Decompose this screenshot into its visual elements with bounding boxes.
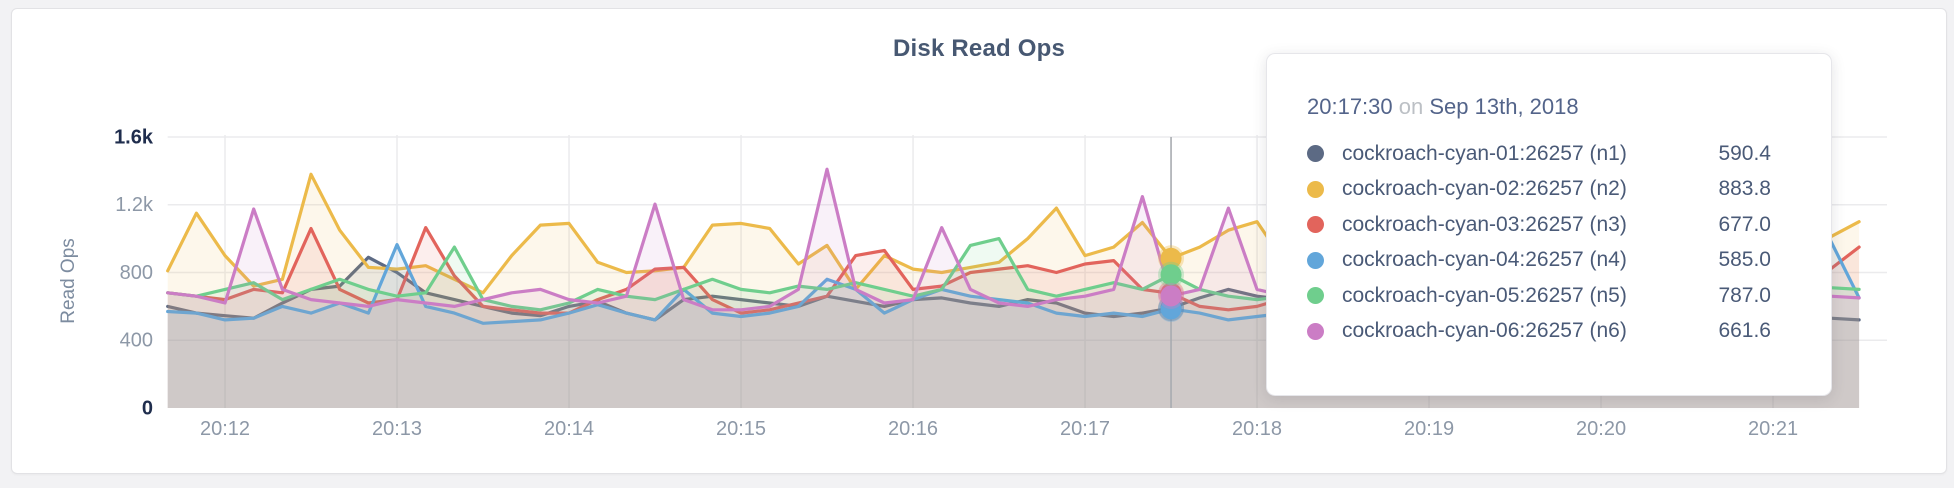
series-color-dot [1307, 180, 1324, 198]
series-color-dot [1307, 251, 1324, 269]
tooltip-row: cockroach-cyan-01:26257 (n1) 590.4 [1307, 136, 1771, 172]
x-tick-label: 20:18 [1232, 418, 1282, 440]
tooltip-row: cockroach-cyan-02:26257 (n2) 883.8 [1307, 172, 1771, 208]
series-name: cockroach-cyan-02:26257 (n2) [1342, 177, 1627, 201]
series-name: cockroach-cyan-06:26257 (n6) [1342, 319, 1627, 343]
tooltip-time: 20:17:30 [1307, 94, 1393, 119]
x-tick-label: 20:19 [1404, 418, 1454, 440]
x-tick-label: 20:17 [1060, 418, 1110, 440]
tooltip-rows: cockroach-cyan-01:26257 (n1) 590.4 cockroa… [1307, 136, 1771, 349]
tooltip-date: Sep 13th, 2018 [1429, 94, 1579, 119]
series-color-dot [1307, 287, 1324, 305]
series-name: cockroach-cyan-03:26257 (n3) [1342, 212, 1627, 236]
series-name: cockroach-cyan-01:26257 (n1) [1342, 141, 1627, 165]
series-color-dot [1307, 322, 1324, 340]
series-name: cockroach-cyan-05:26257 (n5) [1342, 283, 1627, 307]
y-tick-label: 400 [120, 330, 153, 352]
series-name: cockroach-cyan-04:26257 (n4) [1342, 248, 1627, 272]
x-tick-label: 20:14 [544, 418, 594, 440]
tooltip-row: cockroach-cyan-05:26257 (n5) 787.0 [1307, 278, 1771, 314]
x-tick-label: 20:16 [888, 418, 938, 440]
series-color-dot [1307, 216, 1324, 234]
series-value: 585.0 [1718, 248, 1771, 272]
tooltip-conjunction: on [1398, 94, 1424, 119]
x-tick-label: 20:13 [372, 418, 422, 440]
hover-dot [1158, 282, 1185, 309]
x-tick-label: 20:15 [716, 418, 766, 440]
series-color-dot [1307, 145, 1324, 163]
y-tick-label: 800 [120, 262, 153, 284]
y-tick-label: 1.6k [114, 126, 154, 148]
tooltip-row: cockroach-cyan-03:26257 (n3) 677.0 [1307, 207, 1771, 243]
series-value: 661.6 [1718, 319, 1771, 343]
y-tick-label: 1.2k [115, 194, 154, 216]
hover-tooltip: 20:17:30 on Sep 13th, 2018 cockroach-cya… [1266, 53, 1832, 396]
tooltip-row: cockroach-cyan-06:26257 (n6) 661.6 [1307, 314, 1771, 350]
chart-title: Disk Read Ops [893, 35, 1065, 62]
y-tick-label: 0 [142, 397, 153, 419]
series-value: 590.4 [1718, 141, 1771, 165]
series-value: 787.0 [1718, 283, 1771, 307]
tooltip-row: cockroach-cyan-04:26257 (n4) 585.0 [1307, 243, 1771, 279]
series-value: 677.0 [1718, 212, 1771, 236]
x-tick-label: 20:20 [1576, 418, 1626, 440]
series-value: 883.8 [1718, 177, 1771, 201]
x-tick-label: 20:21 [1748, 418, 1798, 440]
tooltip-title: 20:17:30 on Sep 13th, 2018 [1307, 94, 1771, 120]
hover-dot [1158, 261, 1185, 288]
x-tick-label: 20:12 [200, 418, 250, 440]
